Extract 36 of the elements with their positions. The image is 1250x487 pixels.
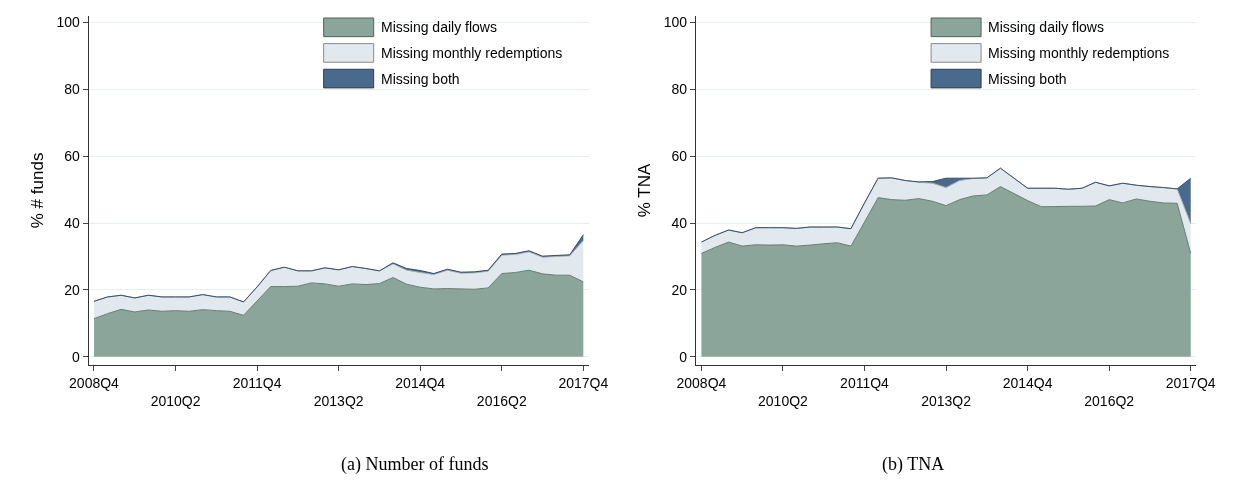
y-tick-label: 20 <box>671 281 688 298</box>
legend-label: Missing both <box>381 71 460 87</box>
x-tick-label: 2008Q4 <box>69 374 120 391</box>
y-tick-label: 40 <box>671 214 688 231</box>
y-tick-label: 80 <box>64 81 80 98</box>
y-tick-label: 100 <box>56 14 80 31</box>
y-tick-label: 100 <box>663 14 688 31</box>
x-tick-label: 2017Q4 <box>558 374 609 391</box>
y-tick-label: 0 <box>71 348 80 365</box>
x-tick-label: 2016Q2 <box>1084 393 1135 410</box>
y-tick-label: 60 <box>671 148 688 165</box>
text: (b) TNA <box>882 454 945 475</box>
x-tick-label: 2014Q4 <box>1002 374 1053 391</box>
x-tick-label: 2011Q4 <box>232 374 282 391</box>
x-tick-label: 2010Q2 <box>758 393 809 410</box>
legend-label: Missing daily flows <box>988 19 1104 35</box>
y-tick-label: 60 <box>64 148 80 165</box>
y-tick-label: 0 <box>679 348 688 365</box>
y-axis-title: % TNA <box>635 162 655 218</box>
x-tick-label: 2013Q2 <box>313 393 364 410</box>
x-tick-label: 2014Q4 <box>395 374 446 391</box>
text: (a) Number of funds <box>341 454 489 475</box>
x-tick-label: 2016Q2 <box>476 393 527 410</box>
y-tick-label: 20 <box>64 281 80 298</box>
legend-label: Missing both <box>988 71 1067 87</box>
x-tick-label: 2011Q4 <box>840 374 890 391</box>
y-axis-title: % # funds <box>27 152 47 229</box>
y-tick-label: 80 <box>671 81 688 98</box>
x-tick-label: 2010Q2 <box>150 393 201 410</box>
x-tick-label: 2008Q4 <box>676 374 727 391</box>
legend-label: Missing daily flows <box>381 19 497 35</box>
legend-label: Missing monthly redemptions <box>988 45 1170 61</box>
x-tick-label: 2013Q2 <box>921 393 972 410</box>
legend-label: Missing monthly redemptions <box>381 45 563 61</box>
x-tick-label: 2017Q4 <box>1165 374 1216 391</box>
y-tick-label: 40 <box>64 214 80 231</box>
